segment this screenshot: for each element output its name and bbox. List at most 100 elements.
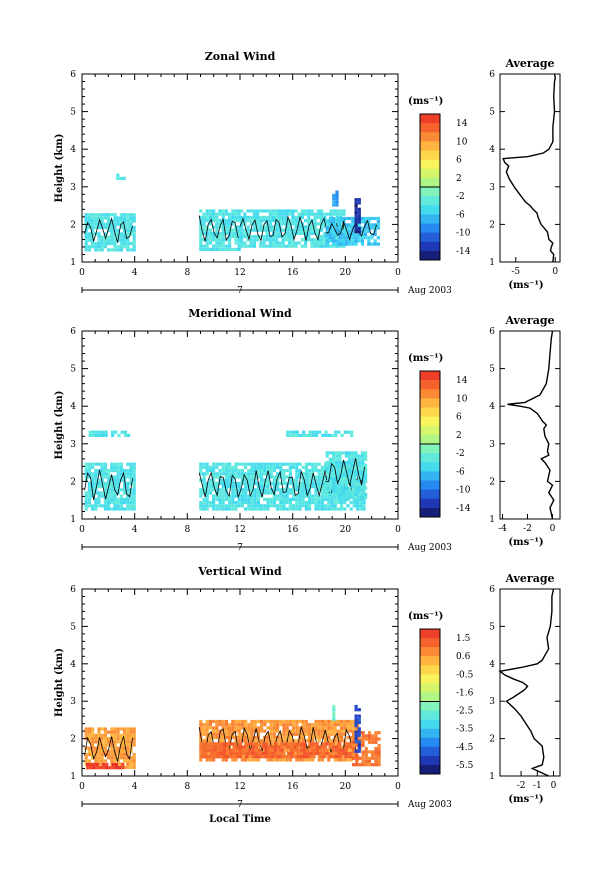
heatmap-cell: [87, 727, 91, 731]
heatmap-cell: [260, 748, 264, 752]
colorbar-tick-label: -14: [456, 247, 471, 257]
average-title: Average: [504, 314, 554, 327]
heatmap-cell: [371, 763, 375, 767]
heatmap-cell: [306, 751, 310, 756]
heatmap-cell: [351, 740, 356, 744]
heatmap-cell: [358, 737, 362, 741]
heatmap-cell: [269, 488, 273, 492]
heatmap-cell: [336, 222, 340, 226]
heatmap-cell: [348, 492, 352, 497]
heatmap-cell: [246, 228, 250, 232]
heatmap-cell: [240, 755, 244, 759]
heatmap-cell: [278, 231, 282, 235]
heatmap-cell: [253, 726, 257, 730]
heatmap-cell: [285, 719, 289, 724]
x-tick-label: 20: [340, 782, 352, 792]
heatmap-cell: [318, 430, 322, 434]
heatmap-cell: [224, 469, 228, 473]
heatmap-cell: [320, 726, 324, 730]
heatmap-cell: [244, 481, 248, 485]
heatmap-cell: [247, 745, 251, 749]
heatmap-cell: [202, 729, 206, 733]
heatmap-cell: [123, 475, 127, 479]
heatmap-cell: [377, 731, 381, 735]
heatmap-cell: [339, 212, 343, 216]
heatmap-cell: [367, 740, 372, 744]
heatmap-cell: [360, 464, 364, 468]
heatmap-cell: [265, 244, 269, 248]
heatmap-cell: [89, 766, 93, 770]
average-x-tick-label: -2: [517, 781, 526, 791]
heatmap-cell: [339, 209, 343, 213]
heatmap-cell: [297, 215, 301, 219]
heatmap-cell: [234, 465, 238, 469]
heatmap-cell: [260, 729, 264, 733]
heatmap-cell: [199, 726, 203, 730]
heatmap-cell: [202, 475, 206, 479]
heatmap-cell: [256, 719, 260, 724]
heatmap-cell: [256, 475, 260, 479]
colorbar-tick-label: 14: [456, 119, 468, 129]
colorbar-swatch: [420, 480, 440, 491]
heatmap-cell: [307, 215, 311, 219]
heatmap-cell: [304, 494, 308, 498]
heatmap-cell: [307, 238, 311, 242]
heatmap-cell: [351, 216, 355, 221]
heatmap-cell: [348, 460, 352, 465]
heatmap-cell: [295, 469, 299, 473]
heatmap-cell: [208, 726, 212, 730]
average-frame: [499, 330, 561, 520]
heatmap-cell: [352, 497, 356, 501]
heatmap-cell: [202, 732, 206, 736]
heatmap-cell: [263, 723, 267, 727]
heatmap-cell: [251, 748, 255, 752]
heatmap-cell: [290, 745, 294, 749]
heatmap-cell: [205, 209, 209, 213]
heatmap-cell: [113, 481, 117, 485]
heatmap-cell: [269, 481, 273, 485]
heatmap-cell: [105, 766, 109, 770]
heatmap-cell: [94, 241, 98, 246]
heatmap-cell: [304, 475, 308, 479]
heatmap-cell: [329, 209, 333, 213]
heatmap-cell: [243, 244, 247, 248]
heatmap-cell: [228, 735, 232, 740]
heatmap-cell: [132, 465, 136, 469]
heatmap-cell: [328, 239, 332, 243]
heatmap-cell: [126, 235, 130, 239]
heatmap-cell: [228, 478, 232, 482]
heatmap-cell: [314, 504, 318, 508]
heatmap-cell: [320, 469, 324, 473]
heatmap-cell: [376, 223, 380, 227]
heatmap-cell: [116, 730, 120, 734]
heatmap-cell: [218, 494, 222, 498]
heatmap-cell: [313, 241, 317, 245]
contour-line: [84, 736, 133, 762]
heatmap-cell: [224, 481, 228, 485]
heatmap-cell: [110, 229, 114, 233]
heatmap-cell: [323, 235, 327, 239]
heatmap-cell: [84, 756, 88, 760]
heatmap-cell: [354, 201, 358, 205]
heatmap-cell: [349, 719, 353, 724]
heatmap-cell: [208, 491, 212, 495]
colorbar-swatch: [420, 755, 440, 766]
heatmap-cell: [226, 745, 230, 749]
heatmap-cell: [103, 241, 107, 246]
heatmap-cell: [202, 723, 206, 727]
heatmap-cell: [276, 478, 280, 482]
heatmap-cell: [126, 497, 130, 501]
colorbar-swatch: [420, 701, 440, 712]
heatmap-cell: [94, 216, 98, 220]
heatmap-cell: [335, 480, 339, 484]
heatmap-cell: [92, 766, 96, 770]
heatmap-cell: [344, 486, 348, 490]
heatmap-cell: [304, 235, 308, 239]
heatmap-cell: [123, 730, 127, 734]
heatmap-cell: [221, 215, 225, 219]
heatmap-cell: [265, 209, 269, 213]
heatmap-cell: [240, 209, 244, 213]
heatmap-cell: [330, 726, 334, 730]
